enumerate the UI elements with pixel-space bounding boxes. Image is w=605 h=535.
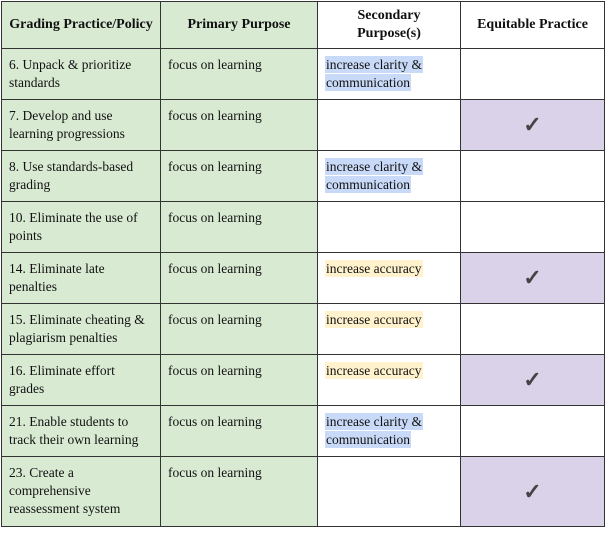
primary-text: focus on learning bbox=[168, 465, 262, 480]
primary-text: focus on learning bbox=[168, 210, 262, 225]
check-mark: ✓ bbox=[523, 112, 542, 137]
header-row: Grading Practice/Policy Primary Purpose Se… bbox=[1, 1, 605, 49]
primary-cell: focus on learning bbox=[160, 456, 318, 527]
policy-text: 16. Eliminate effort grades bbox=[9, 363, 115, 396]
secondary-cell: increase accuracy bbox=[317, 252, 461, 304]
primary-cell: focus on learning bbox=[160, 405, 318, 457]
policy-text: 21. Enable students to track their own l… bbox=[9, 414, 139, 447]
policy-text: 15. Eliminate cheating & plagiarism pena… bbox=[9, 312, 145, 345]
header-cell: Primary Purpose bbox=[160, 1, 318, 49]
primary-cell: focus on learning bbox=[160, 150, 318, 202]
primary-cell: focus on learning bbox=[160, 252, 318, 304]
equitable-cell bbox=[460, 303, 605, 355]
primary-text: focus on learning bbox=[168, 312, 262, 327]
primary-text: focus on learning bbox=[168, 57, 262, 72]
primary-cell: focus on learning bbox=[160, 354, 318, 406]
secondary-cell: increase accuracy bbox=[317, 354, 461, 406]
check-mark: ✓ bbox=[523, 265, 542, 290]
policy-cell: 8. Use standards-based grading bbox=[1, 150, 161, 202]
primary-cell: focus on learning bbox=[160, 303, 318, 355]
policy-cell: 23. Create a comprehensive reassessment … bbox=[1, 456, 161, 527]
table-row: 21. Enable students to track their own l… bbox=[1, 405, 605, 457]
policy-cell: 7. Develop and use learning progressions bbox=[1, 99, 161, 151]
table-row: 6. Unpack & prioritize standards focus on… bbox=[1, 48, 605, 100]
header-cell: Equitable Practice bbox=[460, 1, 605, 49]
secondary-text: increase accuracy bbox=[325, 362, 423, 379]
primary-text: focus on learning bbox=[168, 363, 262, 378]
policy-cell: 14. Eliminate late penalties bbox=[1, 252, 161, 304]
secondary-cell bbox=[317, 99, 461, 151]
policy-cell: 10. Eliminate the use of points bbox=[1, 201, 161, 253]
equitable-cell: ✓ bbox=[460, 354, 605, 406]
table-row: 16. Eliminate effort grades focus on lear… bbox=[1, 354, 605, 406]
policy-text: 6. Unpack & prioritize standards bbox=[9, 57, 132, 90]
table-body: 6. Unpack & prioritize standards focus on… bbox=[1, 48, 605, 527]
table-row: 23. Create a comprehensive reassessment … bbox=[1, 456, 605, 527]
equitable-cell: ✓ bbox=[460, 456, 605, 527]
check-mark: ✓ bbox=[523, 478, 542, 504]
secondary-text: increase clarity & communication bbox=[325, 413, 423, 448]
secondary-cell bbox=[317, 201, 461, 253]
primary-cell: focus on learning bbox=[160, 99, 318, 151]
primary-text: focus on learning bbox=[168, 261, 262, 276]
secondary-cell: increase clarity & communication bbox=[317, 150, 461, 202]
header-cell: Grading Practice/Policy bbox=[1, 1, 161, 49]
primary-cell: focus on learning bbox=[160, 48, 318, 100]
primary-text: focus on learning bbox=[168, 159, 262, 174]
secondary-cell: increase clarity & communication bbox=[317, 48, 461, 100]
equitable-cell: ✓ bbox=[460, 252, 605, 304]
equitable-cell bbox=[460, 48, 605, 100]
policy-text: 8. Use standards-based grading bbox=[9, 159, 134, 192]
policy-cell: 16. Eliminate effort grades bbox=[1, 354, 161, 406]
equitable-cell bbox=[460, 150, 605, 202]
secondary-text: increase accuracy bbox=[325, 311, 423, 328]
policy-text: 10. Eliminate the use of points bbox=[9, 210, 138, 243]
secondary-cell: increase clarity & communication bbox=[317, 405, 461, 457]
header-cell: Secondary Purpose(s) bbox=[317, 1, 461, 49]
primary-text: focus on learning bbox=[168, 414, 262, 429]
table-row: 15. Eliminate cheating & plagiarism pena… bbox=[1, 303, 605, 355]
table-row: 10. Eliminate the use of points focus on … bbox=[1, 201, 605, 253]
check-mark: ✓ bbox=[523, 367, 542, 392]
equitable-cell bbox=[460, 405, 605, 457]
policy-text: 7. Develop and use learning progressions bbox=[9, 108, 125, 141]
table-row: 7. Develop and use learning progressions… bbox=[1, 99, 605, 151]
secondary-cell: increase accuracy bbox=[317, 303, 461, 355]
policy-text: 23. Create a comprehensive reassessment … bbox=[9, 465, 121, 516]
secondary-text: increase clarity & communication bbox=[325, 56, 423, 91]
primary-text: focus on learning bbox=[168, 108, 262, 123]
policy-cell: 6. Unpack & prioritize standards bbox=[1, 48, 161, 100]
policy-cell: 15. Eliminate cheating & plagiarism pena… bbox=[1, 303, 161, 355]
table-row: 8. Use standards-based grading focus on l… bbox=[1, 150, 605, 202]
secondary-text: increase clarity & communication bbox=[325, 158, 423, 193]
policy-text: 14. Eliminate late penalties bbox=[9, 261, 105, 294]
table-row: 14. Eliminate late penalties focus on lea… bbox=[1, 252, 605, 304]
secondary-cell bbox=[317, 456, 461, 527]
equitable-cell: ✓ bbox=[460, 99, 605, 151]
policy-cell: 21. Enable students to track their own l… bbox=[1, 405, 161, 457]
equitable-cell bbox=[460, 201, 605, 253]
secondary-text: increase accuracy bbox=[325, 260, 423, 277]
primary-cell: focus on learning bbox=[160, 201, 318, 253]
